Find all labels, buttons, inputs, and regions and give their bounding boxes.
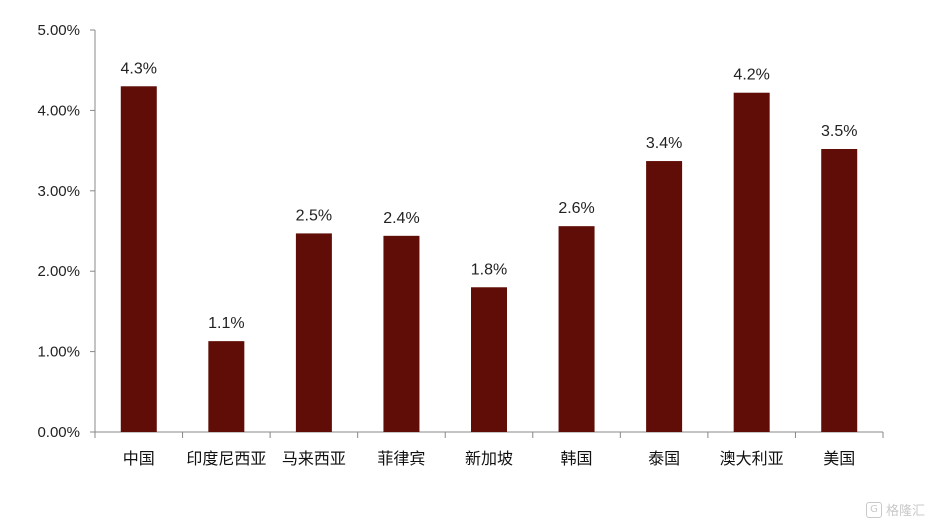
bar — [383, 235, 420, 432]
bar — [208, 341, 245, 432]
bars — [120, 86, 858, 432]
data-label: 3.5% — [821, 123, 857, 140]
watermark: G 格隆汇 — [865, 500, 925, 519]
x-tick-label: 美国 — [823, 449, 855, 468]
y-tick-label: 2.00% — [37, 263, 80, 280]
data-label: 3.4% — [646, 135, 682, 152]
axes: 0.00% 1.00% 2.00% 3.00% 4.00% 5.00% 中国 印度尼西亚 马来西… — [37, 22, 884, 468]
bar — [558, 226, 595, 432]
y-tick-label: 0.00% — [37, 424, 80, 441]
x-tick-label: 菲律宾 — [377, 449, 425, 468]
y-tick-label: 3.00% — [37, 183, 80, 200]
x-tick-label: 韩国 — [561, 449, 593, 468]
x-tick-label: 新加坡 — [465, 449, 513, 468]
x-tick-label: 印度尼西亚 — [186, 449, 266, 468]
data-label: 2.5% — [296, 207, 332, 224]
data-labels: 4.3% 1.1% 2.5% 2.4% 1.8% 2.6% 3.4% 4.2% 3.5% — [121, 60, 858, 332]
bar — [733, 92, 770, 432]
bar — [120, 86, 157, 432]
y-tick-label: 4.00% — [37, 102, 80, 119]
x-tick-label: 马来西亚 — [282, 449, 346, 468]
data-label: 4.3% — [121, 60, 157, 77]
bar — [646, 161, 683, 432]
bar — [471, 287, 507, 432]
y-tick-label: 1.00% — [37, 344, 80, 361]
data-label: 4.2% — [733, 67, 769, 84]
y-tick-label: 5.00% — [37, 22, 80, 39]
data-label: 2.4% — [383, 210, 419, 227]
x-tick-label: 泰国 — [648, 449, 680, 468]
bar — [295, 233, 332, 432]
x-tick-label: 中国 — [123, 449, 155, 468]
x-tick-label: 澳大利亚 — [720, 449, 784, 468]
g-logo-icon: G — [865, 501, 882, 518]
data-label: 1.1% — [208, 315, 244, 332]
data-label: 2.6% — [558, 200, 594, 217]
data-label: 1.8% — [471, 261, 507, 278]
bar — [821, 148, 858, 432]
watermark-text: 格隆汇 — [885, 504, 925, 519]
